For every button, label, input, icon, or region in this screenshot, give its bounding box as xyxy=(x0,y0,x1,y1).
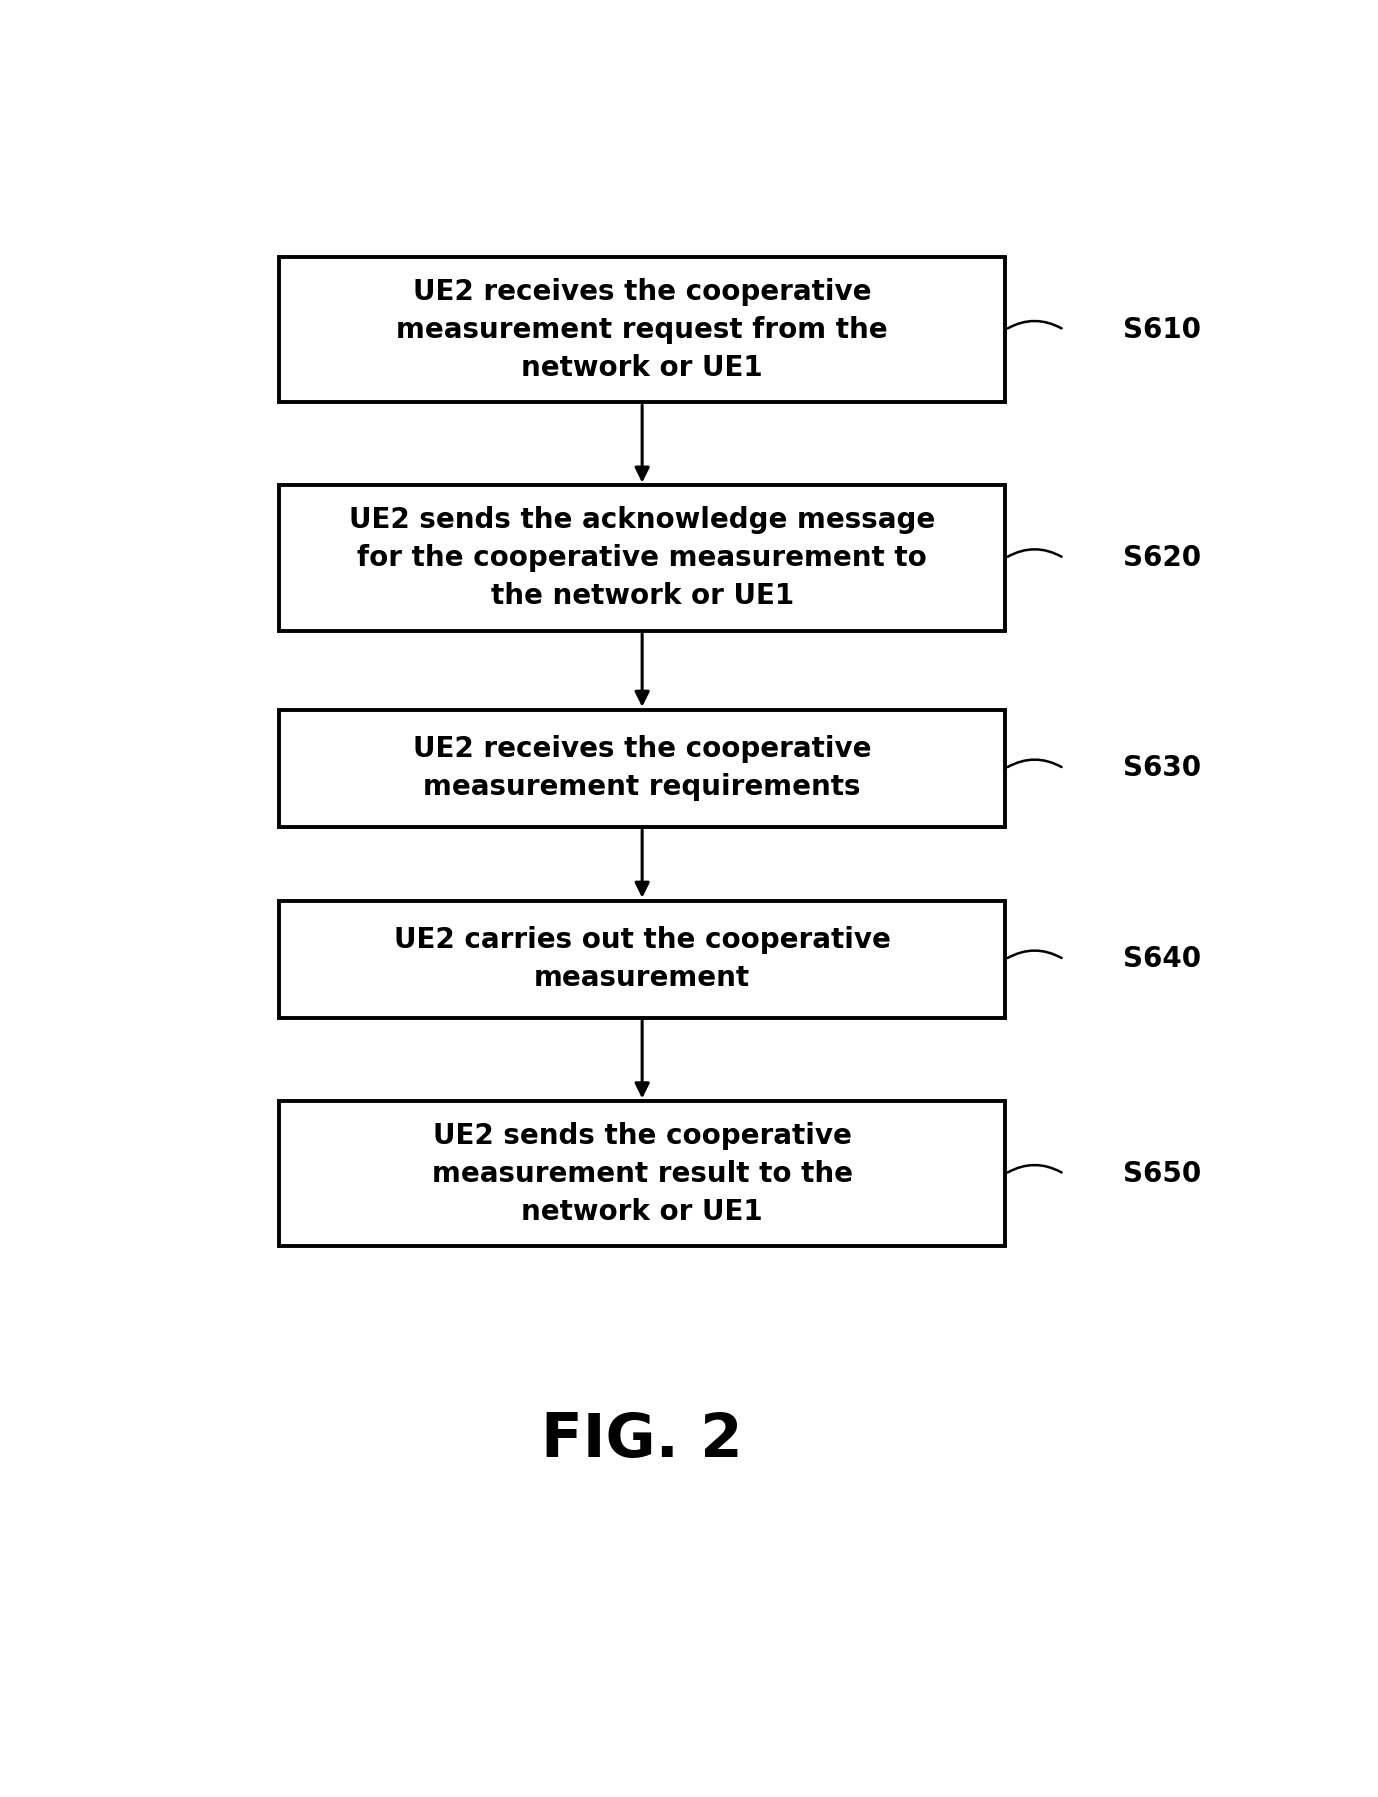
Bar xyxy=(278,485,1006,631)
Bar xyxy=(278,1102,1006,1247)
Text: UE2 carries out the cooperative
measurement: UE2 carries out the cooperative measurem… xyxy=(394,927,890,992)
Bar xyxy=(278,900,1006,1019)
Text: UE2 receives the cooperative
measurement request from the
network or UE1: UE2 receives the cooperative measurement… xyxy=(397,279,887,381)
Bar xyxy=(278,710,1006,827)
Text: S630: S630 xyxy=(1123,755,1200,782)
Text: UE2 sends the cooperative
measurement result to the
network or UE1: UE2 sends the cooperative measurement re… xyxy=(431,1121,853,1226)
Bar xyxy=(278,257,1006,403)
Text: UE2 receives the cooperative
measurement requirements: UE2 receives the cooperative measurement… xyxy=(413,735,871,801)
Text: S610: S610 xyxy=(1123,316,1200,343)
Text: S640: S640 xyxy=(1123,945,1200,974)
Text: S620: S620 xyxy=(1123,544,1200,571)
Text: S650: S650 xyxy=(1123,1159,1202,1188)
Text: UE2 sends the acknowledge message
for the cooperative measurement to
the network: UE2 sends the acknowledge message for th… xyxy=(349,507,936,609)
Text: FIG. 2: FIG. 2 xyxy=(542,1411,743,1470)
